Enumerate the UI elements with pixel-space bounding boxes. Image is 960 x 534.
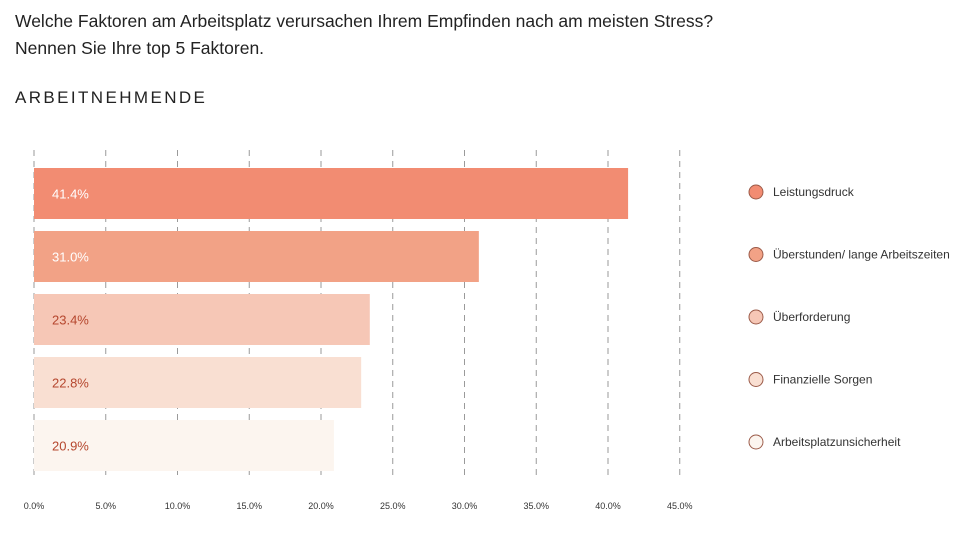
x-tick-label: 10.0% <box>165 501 191 511</box>
legend-marker <box>748 434 764 450</box>
bar <box>34 231 479 282</box>
x-tick-label: 5.0% <box>95 501 116 511</box>
x-tick-label: 0.0% <box>24 501 45 511</box>
x-tick-label: 45.0% <box>667 501 693 511</box>
bar <box>34 294 370 345</box>
chart-legend: Leistungsdruck Überstunden/ lange Arbeits… <box>748 184 950 450</box>
bar-value-label: 41.4% <box>52 187 89 202</box>
question-title: Welche Faktoren am Arbeitsplatz verursac… <box>15 11 714 58</box>
x-tick-label: 25.0% <box>380 501 406 511</box>
legend-marker <box>748 247 764 262</box>
section-title: ARBEITNEHMENDE <box>15 88 208 107</box>
legend-marker <box>748 372 764 387</box>
x-tick-label: 20.0% <box>308 501 334 511</box>
legend-label: Überforderung <box>773 310 850 324</box>
bar <box>34 420 334 471</box>
legend-label: Überstunden/ lange Arbeitszeiten <box>773 248 950 262</box>
legend-marker <box>748 309 764 325</box>
x-tick-label: 15.0% <box>236 501 262 511</box>
legend-label: Arbeitsplatzunsicherheit <box>773 435 901 449</box>
legend-label: Leistungsdruck <box>773 185 855 199</box>
x-tick-label: 30.0% <box>452 501 478 511</box>
bar-value-label: 22.8% <box>52 376 89 391</box>
legend-marker <box>748 184 764 200</box>
bar <box>34 168 629 219</box>
x-tick-label: 35.0% <box>523 501 549 511</box>
chart-bars: 41.4% 31.0% 23.4% 22.8% 20.9% <box>34 168 629 471</box>
chart-x-axis: 0.0% 5.0% 10.0% 15.0% 20.0% 25.0% 30.0% 35.0% 40… <box>24 501 693 511</box>
bar-value-label: 23.4% <box>52 313 89 328</box>
legend-label: Finanzielle Sorgen <box>773 373 872 387</box>
bar-value-label: 20.9% <box>52 439 89 454</box>
bar-value-label: 31.0% <box>52 250 89 265</box>
bar <box>34 357 362 408</box>
x-tick-label: 40.0% <box>595 501 621 511</box>
